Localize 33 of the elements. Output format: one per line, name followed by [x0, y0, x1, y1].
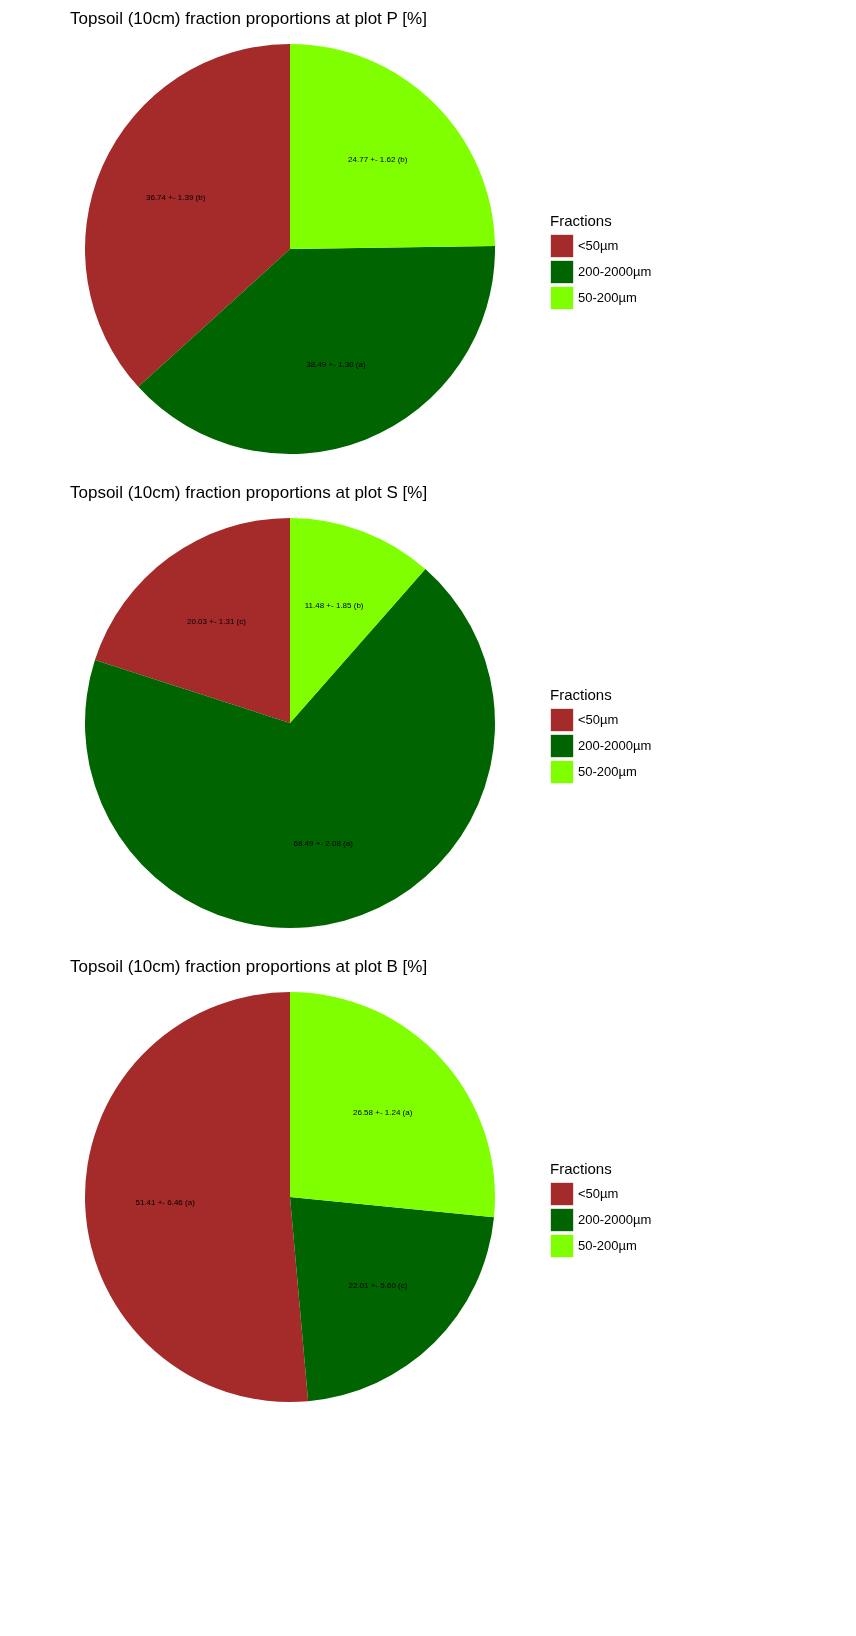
data-label: 68.49 +- 2.08 (a) — [293, 838, 354, 848]
legend-label: 200-2000µm — [578, 1212, 652, 1227]
pie-slice — [94, 518, 290, 723]
chart-title: Topsoil (10cm) fraction proportions at plot S [%] — [70, 483, 428, 502]
legend-label: <50µm — [578, 1186, 619, 1201]
legend-label: <50µm — [578, 712, 619, 727]
pie-slice — [290, 1197, 494, 1402]
legend-label: 200-2000µm — [578, 264, 652, 279]
legend-title: Fractions — [550, 1160, 612, 1177]
chart-title: Topsoil (10cm) fraction proportions at plot B [%] — [70, 957, 428, 976]
pie-slice — [85, 44, 290, 387]
data-label: 11.48 +- 1.85 (b) — [304, 601, 364, 611]
data-label: 26.58 +- 1.24 (a) — [352, 1108, 413, 1118]
pie-slice — [85, 569, 495, 928]
pie-slice — [290, 518, 426, 723]
data-label: 36.74 +- 1.39 (b) — [146, 193, 206, 203]
pie-slice — [138, 246, 495, 454]
legend-title: Fractions — [550, 212, 612, 229]
pie-slice — [290, 992, 495, 1218]
chart-title: Topsoil (10cm) fraction proportions at plot P [%] — [70, 9, 427, 28]
legend-label: <50µm — [578, 238, 619, 253]
pie-slice — [290, 44, 495, 249]
legend-label: 50-200µm — [578, 764, 637, 779]
legend-label: 200-2000µm — [578, 738, 652, 753]
pie-slice — [85, 992, 309, 1402]
data-label: 20.03 +- 1.31 (c) — [186, 616, 247, 626]
data-label: 38.49 +- 1.30 (a) — [306, 360, 366, 370]
legend-label: 50-200µm — [578, 290, 637, 305]
data-label: 24.77 +- 1.62 (b) — [348, 154, 408, 164]
legend-label: 50-200µm — [578, 1238, 637, 1253]
data-label: 22.01 +- 5.60 (c) — [348, 1280, 408, 1290]
legend-title: Fractions — [550, 686, 612, 703]
data-label: 51.41 +- 6.46 (a) — [135, 1197, 196, 1207]
